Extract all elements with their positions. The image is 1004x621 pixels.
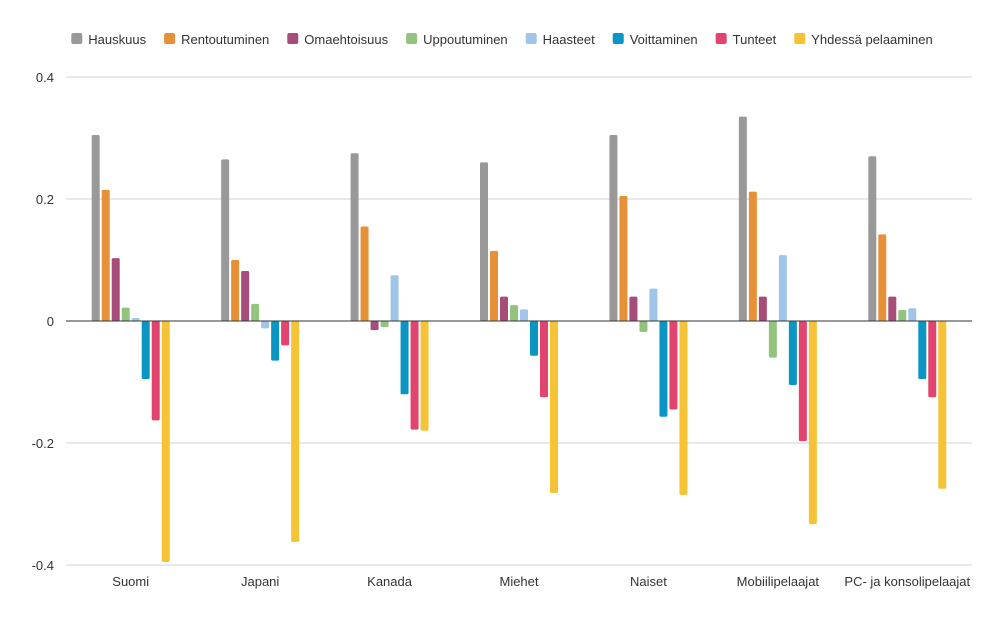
legend-swatch-yhdess-pelaaminen [794,33,806,44]
bars [91,116,947,562]
bar-japani-tunteet [281,321,290,346]
bar-naiset-rentoutuminen [619,195,628,321]
x-tick-label: Suomi [112,574,149,589]
bar-naiset-yhdess-pelaaminen [679,321,688,495]
bar-kanada-uppoutuminen [380,321,389,328]
bar-kanada-hauskuus [350,153,359,321]
bar-pc-ja-konsolipelaajat-tunteet [928,321,937,398]
legend-swatch-uppoutuminen [406,33,418,44]
bar-japani-omaehtoisuus [241,270,250,321]
x-tick-label: Miehet [499,574,538,589]
bar-kanada-haasteet [390,275,399,321]
bar-suomi-voittaminen [141,321,150,379]
bar-naiset-haasteet [649,288,658,321]
bar-pc-ja-konsolipelaajat-uppoutuminen [898,310,907,321]
legend-label-omaehtoisuus: Omaehtoisuus [304,32,388,47]
bar-naiset-hauskuus [609,134,618,321]
bar-kanada-rentoutuminen [360,226,369,321]
y-tick-label: -0.2 [32,436,54,451]
bar-japani-rentoutuminen [231,260,240,321]
bar-mobiilipelaajat-rentoutuminen [748,191,757,321]
legend: Hauskuus Rentoutuminen Omaehtoisuus Uppoutu… [71,32,933,47]
legend-label-uppoutuminen: Uppoutuminen [423,32,508,47]
legend-swatch-haasteet [525,33,537,44]
x-axis: Suomi Japani Kanada Miehet Naiset Mobiilipela… [112,574,970,589]
legend-swatch-tunteet [715,33,727,44]
bar-miehet-haasteet [520,309,528,321]
bar-pc-ja-konsolipelaajat-hauskuus [868,156,877,321]
bar-mobiilipelaajat-voittaminen [788,321,797,386]
bar-miehet-yhdess-pelaaminen [550,321,558,494]
y-tick-label: 0.4 [36,70,54,85]
legend-swatch-voittaminen [612,33,624,44]
legend-label-hauskuus: Hauskuus [88,32,146,47]
bar-mobiilipelaajat-uppoutuminen [768,321,777,358]
bar-miehet-rentoutuminen [490,250,498,321]
bar-miehet-voittaminen [530,321,538,356]
bar-kanada-yhdess-pelaaminen [420,321,429,431]
bar-miehet-omaehtoisuus [500,296,508,321]
bar-naiset-omaehtoisuus [629,296,638,321]
bar-naiset-uppoutuminen [639,321,648,332]
bar-pc-ja-konsolipelaajat-omaehtoisuus [888,296,897,321]
legend-label-voittaminen: Voittaminen [630,32,698,47]
y-tick-label: 0.2 [36,192,54,207]
bar-naiset-tunteet [669,321,678,410]
bar-miehet-tunteet [540,321,548,398]
legend-swatch-rentoutuminen [164,33,176,44]
bar-suomi-hauskuus [91,134,100,321]
legend-swatch-hauskuus [71,33,83,44]
bar-japani-voittaminen [271,321,280,361]
bar-suomi-haasteet [131,317,140,321]
bar-japani-haasteet [261,321,270,329]
bar-mobiilipelaajat-tunteet [798,321,807,442]
bar-kanada-voittaminen [400,321,409,395]
bar-suomi-yhdess-pelaaminen [161,321,170,562]
x-tick-label: PC- ja konsolipelaajat [844,574,970,589]
bar-suomi-omaehtoisuus [111,258,120,321]
legend-swatch-omaehtoisuus [287,33,299,44]
x-tick-label: Mobiilipelaajat [737,574,820,589]
bar-suomi-tunteet [151,321,160,421]
bar-mobiilipelaajat-haasteet [778,255,787,321]
x-tick-label: Kanada [367,574,413,589]
gridlines [66,76,972,566]
y-axis: 0.4 0.2 0 -0.2 -0.4 [32,70,54,573]
y-tick-label: -0.4 [32,558,54,573]
legend-label-yhdess-pelaaminen: Yhdessä pelaaminen [811,32,932,47]
legend-label-tunteet: Tunteet [733,32,777,47]
bar-mobiilipelaajat-hauskuus [738,116,747,322]
bar-pc-ja-konsolipelaajat-voittaminen [918,321,927,379]
bar-pc-ja-konsolipelaajat-haasteet [908,308,917,321]
x-tick-label: Naiset [630,574,667,589]
y-tick-label: 0 [47,314,54,329]
bar-suomi-rentoutuminen [101,189,110,321]
bar-kanada-omaehtoisuus [370,321,379,331]
legend-label-rentoutuminen: Rentoutuminen [181,32,269,47]
bar-japani-yhdess-pelaaminen [291,321,300,542]
legend-label-haasteet: Haasteet [543,32,595,47]
bar-suomi-uppoutuminen [121,307,130,321]
bar-pc-ja-konsolipelaajat-rentoutuminen [878,234,887,321]
bar-pc-ja-konsolipelaajat-yhdess-pelaaminen [938,321,947,489]
bar-mobiilipelaajat-omaehtoisuus [758,296,767,321]
bar-mobiilipelaajat-yhdess-pelaaminen [808,321,817,525]
bar-miehet-uppoutuminen [510,305,518,321]
x-tick-label: Japani [241,574,279,589]
bar-kanada-tunteet [410,321,419,430]
bar-japani-hauskuus [221,159,230,321]
bar-japani-uppoutuminen [251,303,260,321]
bar-naiset-voittaminen [659,321,668,417]
bar-miehet-hauskuus [480,162,488,321]
